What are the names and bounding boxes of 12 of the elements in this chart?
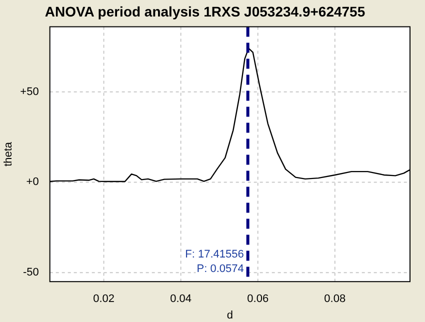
x-tick-label: 0.06 bbox=[247, 293, 269, 306]
y-tick-label: +0 bbox=[26, 176, 39, 188]
annotation: P: 0.0574 bbox=[196, 262, 244, 275]
x-axis-title: d bbox=[226, 309, 233, 322]
y-tick-label: +50 bbox=[20, 86, 39, 98]
x-tick-label: 0.02 bbox=[93, 293, 114, 306]
y-tick-label: -50 bbox=[22, 266, 39, 279]
y-axis-title: theta bbox=[2, 141, 15, 166]
chart-title: ANOVA period analysis 1RXS J053234.9+624755 bbox=[44, 3, 366, 20]
annotation: F: 17.41556 bbox=[185, 248, 244, 261]
x-tick-label: 0.08 bbox=[324, 293, 346, 306]
x-tick-label: 0.04 bbox=[170, 293, 192, 306]
